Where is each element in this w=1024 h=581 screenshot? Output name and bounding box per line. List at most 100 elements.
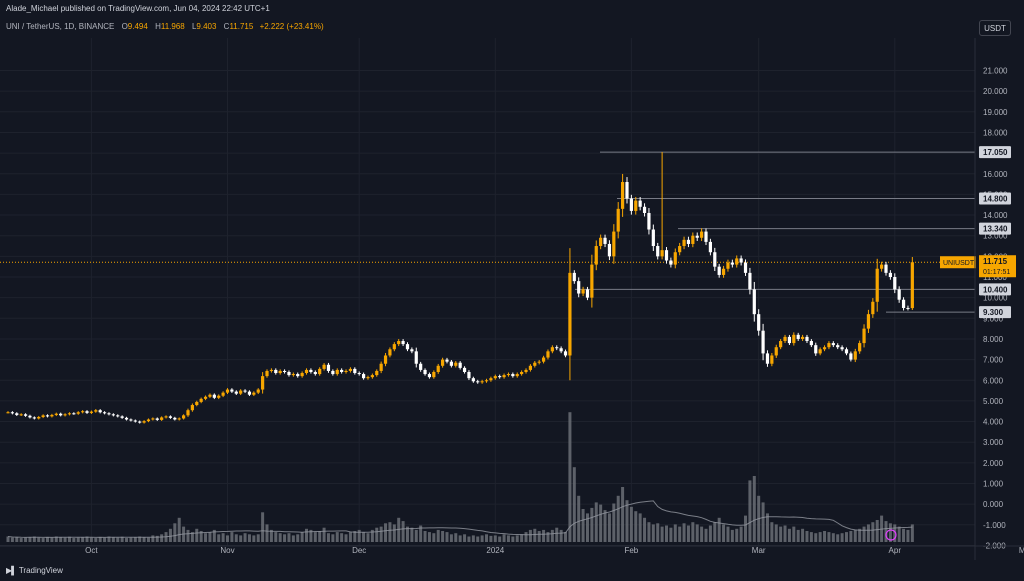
- volume-bar: [392, 524, 396, 542]
- price-axis: -2.000-1.0000.0001.0002.0003.0004.0005.0…: [940, 67, 1016, 550]
- level-price-tag: [979, 222, 1011, 235]
- level-price-tag: [979, 192, 1011, 205]
- level-price-label: 13.340: [983, 225, 1008, 234]
- x-tick-label: Oct: [85, 546, 98, 555]
- candle-body: [397, 341, 401, 345]
- candle-body: [858, 343, 862, 352]
- volume-bar: [581, 509, 585, 542]
- volume-bar: [445, 532, 449, 542]
- volume-bar: [485, 534, 489, 542]
- tradingview-logo-icon[interactable]: ▶▌: [6, 566, 17, 575]
- candle-body: [256, 389, 260, 393]
- volume-bar: [28, 537, 32, 542]
- volume-bar: [384, 523, 388, 542]
- volume-bar: [884, 521, 888, 542]
- candle-body: [805, 336, 809, 342]
- candle-body: [379, 363, 383, 371]
- volume-bar: [54, 536, 58, 542]
- candle-body: [410, 349, 414, 352]
- candle-body: [730, 262, 734, 265]
- candle-body: [541, 357, 546, 362]
- volume-bar: [296, 534, 300, 542]
- volume-bar: [160, 534, 164, 542]
- volume-bar: [467, 536, 471, 542]
- volume-bar: [708, 525, 712, 542]
- volume-bar: [221, 533, 225, 542]
- volume-bar: [59, 537, 63, 542]
- footer-brand[interactable]: TradingView: [18, 566, 63, 575]
- last-price-symbol-tag: [940, 256, 976, 269]
- volume-bar: [647, 522, 651, 542]
- volume-bar: [463, 534, 467, 542]
- candle-body: [441, 359, 445, 366]
- volume-bar: [603, 510, 607, 542]
- currency-selector[interactable]: USDT: [979, 20, 1011, 36]
- volume-bar: [419, 525, 423, 542]
- candle-body: [546, 351, 550, 358]
- volume-bar: [476, 536, 480, 542]
- candle-body: [599, 237, 603, 247]
- candle-body: [814, 345, 818, 354]
- volume-bar: [10, 537, 14, 542]
- candle-body: [748, 272, 752, 290]
- candle-body: [388, 349, 392, 356]
- candle-body: [72, 413, 76, 415]
- high-value: 11.968: [160, 22, 185, 31]
- candle-body: [717, 266, 721, 275]
- candle-body: [138, 421, 142, 423]
- volume-bar: [761, 502, 765, 542]
- volume-bar: [564, 532, 568, 542]
- level-price-tag: [979, 146, 1011, 159]
- y-tick-label: -1.000: [983, 521, 1006, 530]
- candle-body: [783, 336, 787, 342]
- candle-body: [476, 381, 480, 383]
- volume-bar: [195, 528, 199, 542]
- volume-bar: [629, 506, 633, 542]
- candle-body: [779, 341, 783, 348]
- volume-bar: [717, 517, 721, 542]
- candle-body: [678, 246, 682, 253]
- time-axis: OctNovDec2024FebMarAprMayJun: [0, 38, 1024, 560]
- candle-body: [111, 414, 115, 416]
- volume-bar: [41, 538, 45, 542]
- candle-body: [287, 371, 291, 376]
- volume-bar: [19, 538, 23, 542]
- volume-bar: [827, 532, 831, 542]
- y-tick-label: 7.000: [983, 356, 1004, 365]
- volume-bar: [94, 538, 98, 542]
- candle-body: [537, 361, 541, 363]
- lightning-icon[interactable]: [885, 529, 897, 541]
- volume-bar: [199, 531, 203, 542]
- volume-bar: [752, 476, 756, 542]
- candle-body: [735, 258, 739, 265]
- volume-bar: [862, 526, 866, 542]
- candle-body: [326, 364, 331, 371]
- volume-bar: [700, 526, 704, 542]
- volume-bar: [897, 526, 901, 542]
- candle-body: [405, 344, 410, 350]
- candle-body: [862, 328, 866, 344]
- volume-bar: [713, 522, 717, 542]
- candle-body: [638, 200, 642, 207]
- x-tick-label: Feb: [624, 546, 638, 555]
- volume-bar: [831, 533, 835, 542]
- volume-bar: [173, 523, 177, 542]
- candle-body: [353, 368, 357, 374]
- volume-bar: [809, 532, 813, 542]
- volume-bar: [6, 536, 10, 542]
- candle-body: [664, 250, 669, 261]
- candle-body: [230, 389, 234, 392]
- volume-bar: [726, 526, 730, 542]
- volume-bar: [665, 525, 668, 542]
- candle-body: [471, 378, 475, 382]
- volume-bar: [305, 528, 309, 542]
- candle-body: [585, 289, 590, 298]
- symbol-name[interactable]: UNI / TetherUS, 1D, BINANCE: [6, 22, 115, 31]
- volume-bar: [866, 524, 870, 542]
- volume-bar: [261, 512, 265, 542]
- volume-bar: [902, 528, 906, 542]
- candle-body: [366, 377, 370, 379]
- y-tick-label: 20.000: [983, 87, 1008, 96]
- open-value: 9.494: [127, 22, 148, 31]
